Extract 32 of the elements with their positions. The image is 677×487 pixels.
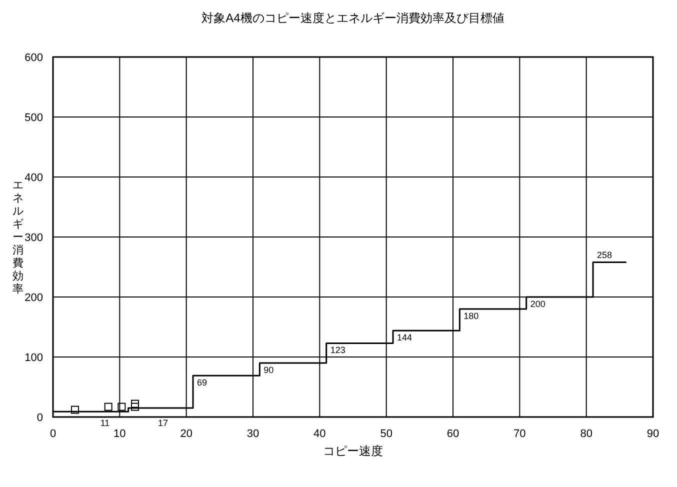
y-tick-label: 400 (24, 172, 43, 184)
chart-title: 対象A4機のコピー速度とエネルギー消費効率及び目標値 (202, 11, 504, 25)
x-tick-label: 30 (246, 428, 260, 440)
text: 11 (100, 418, 110, 428)
text: 17 (158, 418, 168, 428)
point (104, 402, 112, 411)
x-tick-label: 50 (380, 428, 392, 440)
x-tick-label: 20 (180, 428, 192, 440)
y-tick-label: 200 (24, 292, 43, 304)
y-tick-label: 100 (24, 352, 43, 364)
y-tick-label: 500 (24, 112, 43, 124)
y-tick-label: 300 (24, 232, 43, 244)
data-label: 90 (264, 365, 274, 375)
point (71, 406, 79, 414)
x-tick-label: 40 (314, 428, 326, 440)
x-tick-label: 0 (50, 428, 56, 440)
x-tick-label: 70 (514, 428, 526, 440)
data-label: 144 (397, 332, 412, 343)
data-label: 123 (330, 345, 346, 356)
data-label: 180 (464, 311, 479, 321)
y-tick-label: 0 (36, 412, 43, 424)
text: エネルギー消費効率 (12, 180, 24, 296)
y-tick-label: 600 (24, 52, 43, 64)
x-axis-title: コピー速度 (323, 444, 383, 458)
x-tick-label: 80 (580, 428, 592, 440)
data-label: 258 (597, 250, 612, 260)
point (118, 402, 126, 411)
data-label: 200 (530, 299, 546, 309)
x-tick-label: 90 (646, 428, 660, 440)
x-tick-label: 10 (114, 428, 126, 440)
data-label: 69 (197, 378, 208, 388)
x-tick-label: 60 (446, 428, 460, 440)
